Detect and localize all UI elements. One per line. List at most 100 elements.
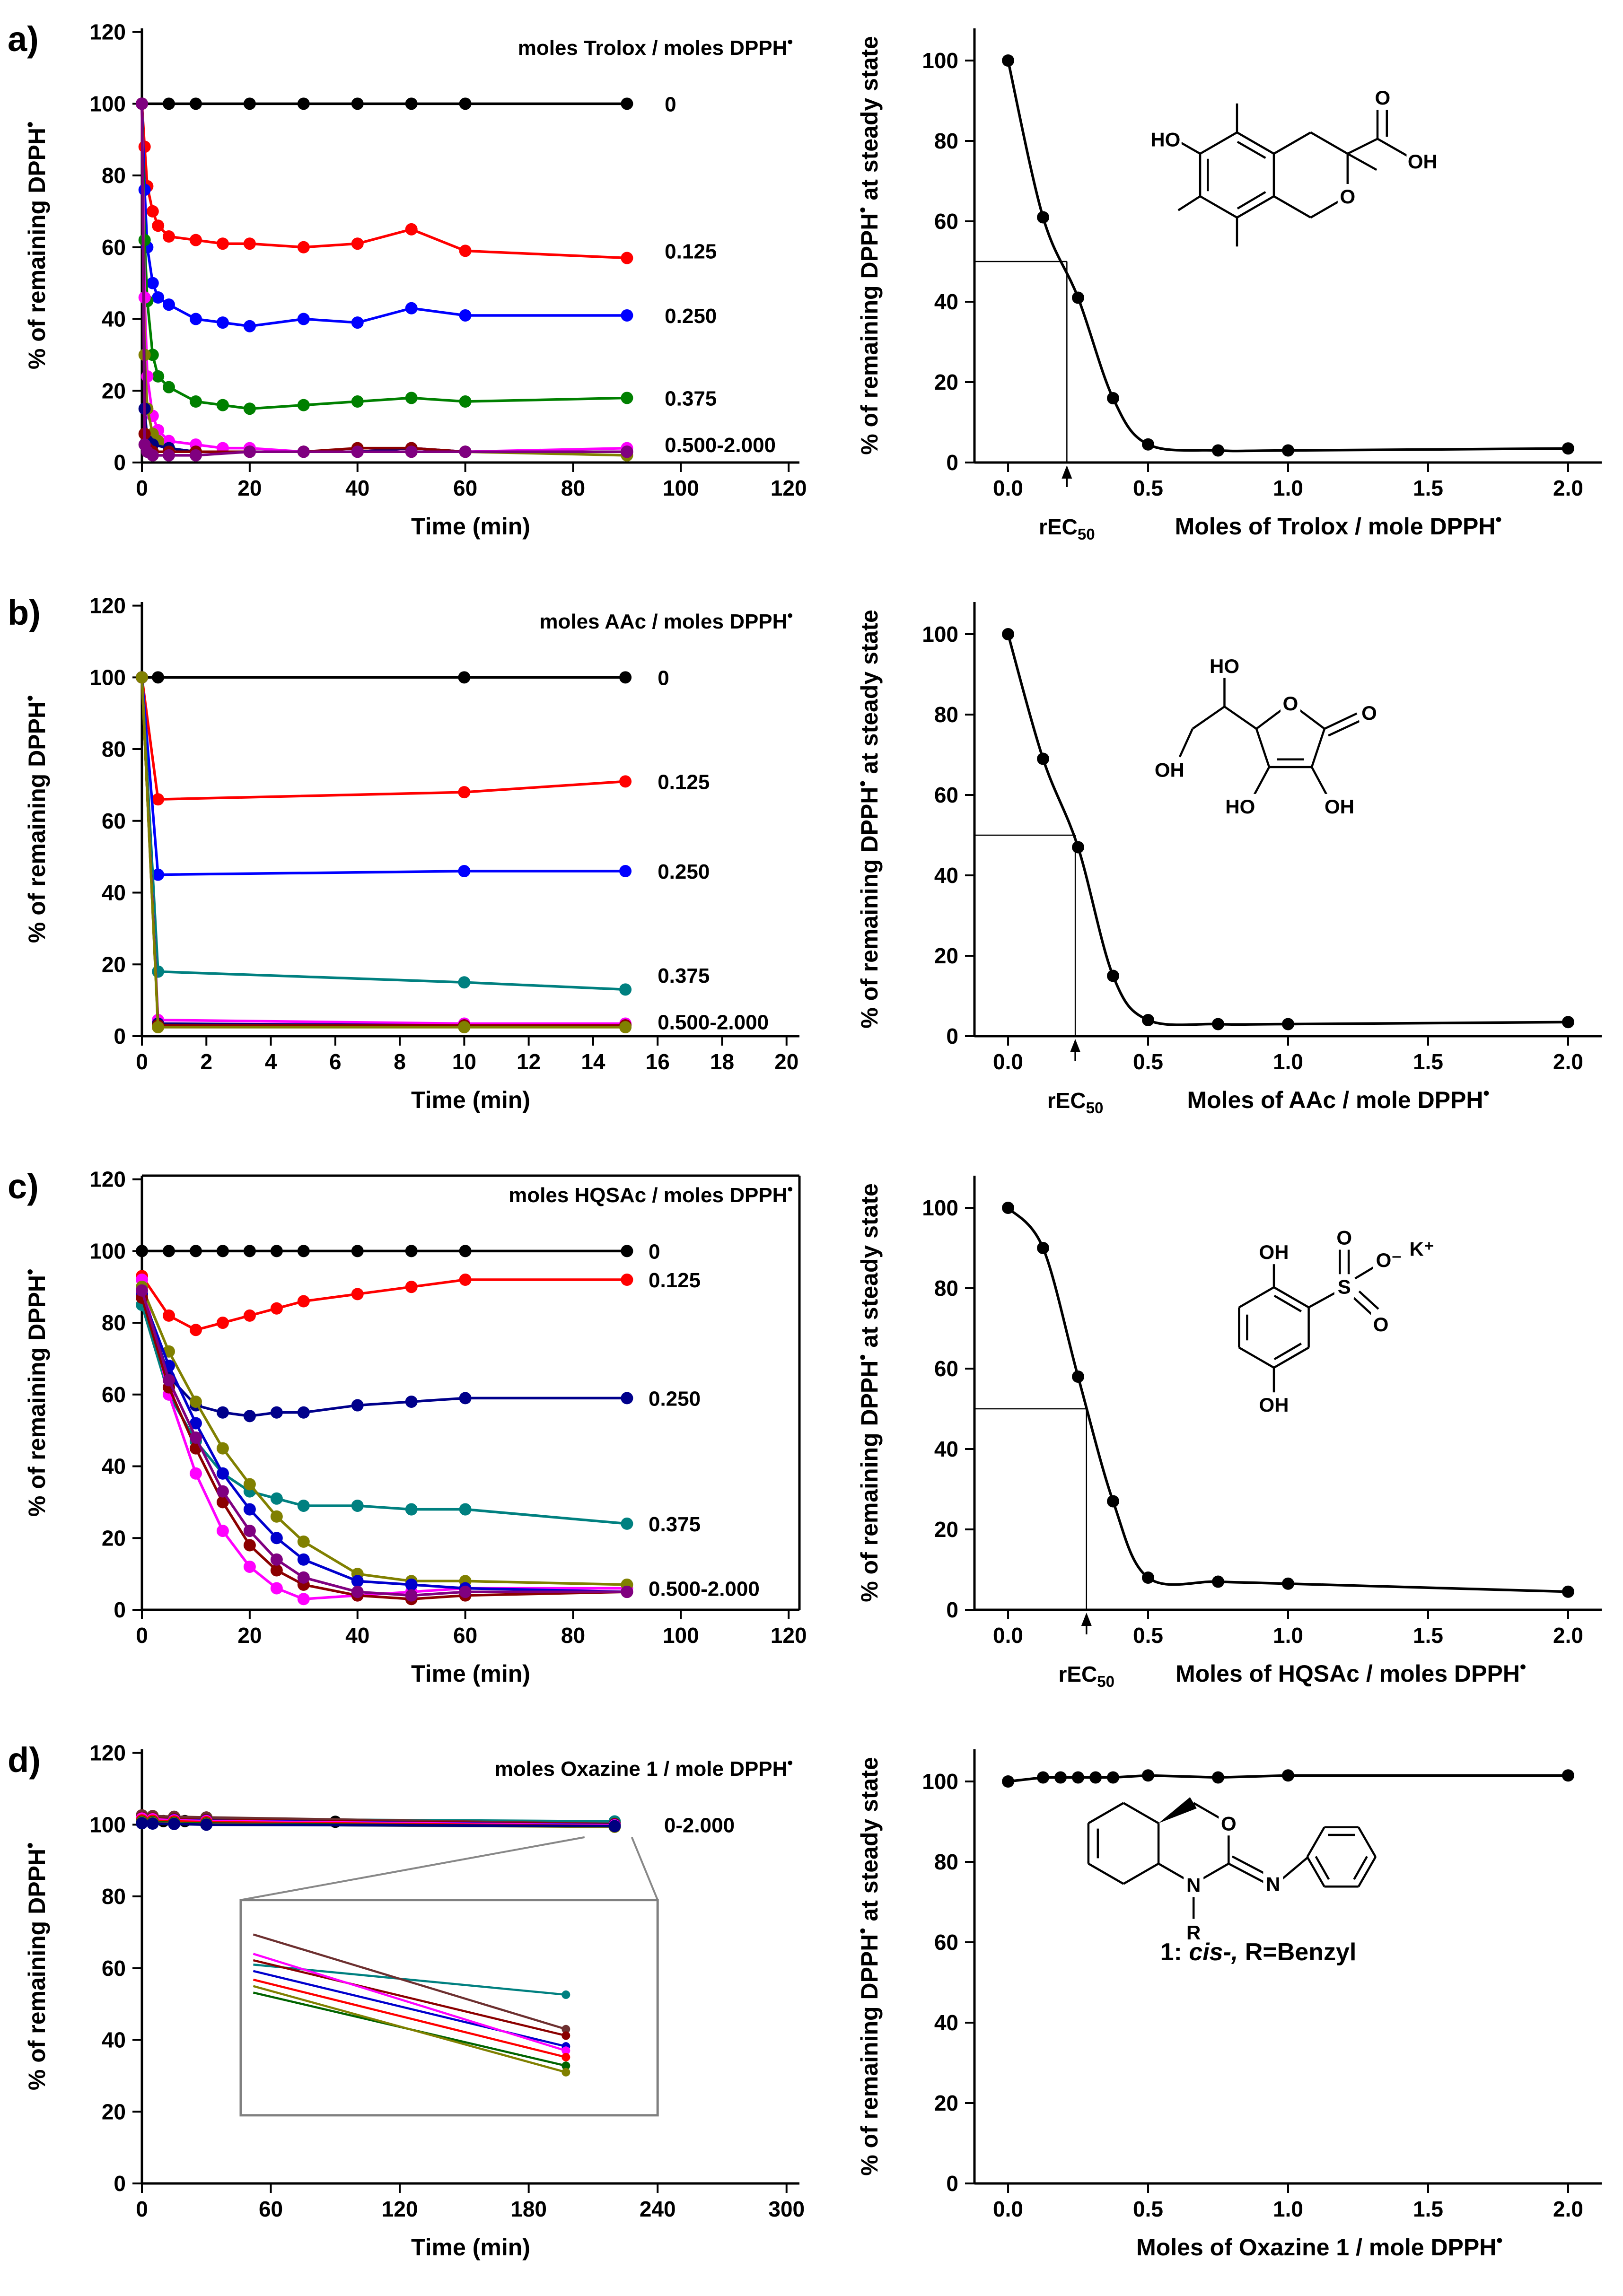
- series-line-0.250: [140, 104, 627, 328]
- bond: [1178, 728, 1194, 758]
- data-point: [270, 1245, 283, 1257]
- aac-dose-response-chart: O O OH HO HO OH rEC50 0.0 0.5 1.0 1.5 2.0 0 20 40 60 80 1…: [852, 602, 1602, 1117]
- data-point: [351, 395, 364, 408]
- bond: [1310, 728, 1326, 768]
- oxazine-kinetics-chart: 0 60 120 180 240 300 0 20 40 60 80 100 120 Time (min)…: [20, 1741, 805, 2261]
- inset-data-point: [561, 2025, 570, 2034]
- x-tick-label: 100: [663, 1623, 699, 1648]
- atom-label: OH: [1325, 795, 1354, 818]
- atom-label: O: [1283, 692, 1298, 715]
- x-tick-label: 240: [640, 2197, 676, 2221]
- series-line-0.125: [140, 104, 627, 260]
- series-label: 0.500-2.000: [665, 434, 776, 457]
- x-tick-label: 0: [136, 1623, 148, 1648]
- data-point: [162, 97, 175, 110]
- y-tick-label: 20: [934, 370, 958, 394]
- data-point: [297, 1245, 310, 1257]
- bond: [1180, 141, 1201, 155]
- data-point: [1212, 1575, 1225, 1588]
- x-tick-label: 0.5: [1133, 476, 1163, 500]
- data-point: [351, 1288, 364, 1301]
- data-point: [243, 445, 256, 458]
- series-line-0.125: [140, 1275, 627, 1332]
- series-label: 0.125: [658, 770, 710, 794]
- wedge-bond: [1158, 1797, 1197, 1824]
- bond: [1199, 131, 1238, 155]
- data-point: [189, 395, 202, 408]
- x-tick-label: 2.0: [1553, 476, 1583, 500]
- atom-label: HO: [1225, 795, 1255, 818]
- atom-bg: [1224, 794, 1256, 819]
- x-tick-label: 40: [345, 476, 369, 500]
- bond: [1347, 138, 1378, 155]
- y-tick-label: 40: [934, 1437, 958, 1461]
- panel-label-c: c): [8, 1167, 39, 1206]
- data-point: [243, 1560, 256, 1573]
- bond: [1357, 1826, 1377, 1858]
- data-point: [621, 1517, 633, 1530]
- x-tick-label: 0.5: [1133, 2197, 1163, 2221]
- y-tick-label: 100: [89, 1812, 126, 1837]
- series-line-0.375: [140, 677, 626, 991]
- atom-label: HO: [1210, 655, 1239, 677]
- y-tick-label: 100: [922, 48, 958, 73]
- atom-label: R: [1186, 1921, 1201, 1944]
- atom-bg: [1281, 691, 1300, 716]
- data-point: [1282, 1769, 1294, 1782]
- x-axis-title: Time (min): [411, 2234, 530, 2261]
- bond: [1273, 195, 1312, 218]
- data-point: [1107, 969, 1120, 982]
- x-axis-title: Time (min): [411, 513, 530, 540]
- y-tick-label: 60: [102, 1382, 126, 1407]
- atom-label: O: [1361, 702, 1377, 724]
- atom-bg: [1334, 1274, 1354, 1299]
- data-point: [243, 1539, 256, 1552]
- x-tick-label: 16: [646, 1049, 670, 1074]
- y-tick-label: 20: [934, 2091, 958, 2115]
- atom-label: N: [1186, 1874, 1201, 1896]
- atom-bg: [1263, 1871, 1283, 1896]
- data-point: [162, 1374, 175, 1387]
- y-tick-label: 80: [102, 1884, 126, 1909]
- y-tick-label: 0: [114, 1024, 126, 1048]
- data-point: [1142, 1769, 1155, 1782]
- bond: [1377, 138, 1408, 157]
- data-point: [459, 1586, 472, 1598]
- data-point: [136, 97, 148, 110]
- series-label: 0.250: [665, 305, 717, 328]
- data-point: [297, 1406, 310, 1419]
- x-tick-label: 1.5: [1413, 2197, 1443, 2221]
- series-line-0.375: [140, 1304, 627, 1525]
- atom-label: K⁺: [1410, 1238, 1435, 1260]
- panel-b-row: b) 0 2 4 6 8 10 12 14 16 18 20 0 20 40 60 80 100 120 Time …: [0, 574, 1623, 1147]
- x-tick-label: 0.5: [1133, 1623, 1163, 1648]
- x-tick-label: 60: [259, 2197, 283, 2221]
- data-point: [270, 1564, 283, 1577]
- rec50-label: rEC50: [1047, 1088, 1104, 1117]
- atom-label: S: [1338, 1275, 1351, 1298]
- y-tick-label: 100: [89, 1239, 126, 1263]
- data-point: [270, 1492, 283, 1505]
- data-point: [405, 97, 418, 110]
- bond: [1315, 1856, 1330, 1880]
- atom-label: OH: [1259, 1241, 1289, 1263]
- y-tick-label: 60: [102, 1956, 126, 1981]
- series-line-0.625: [140, 1286, 627, 1586]
- bond: [1224, 706, 1257, 730]
- bond: [1236, 195, 1275, 218]
- data-point: [351, 1399, 364, 1412]
- y-tick-label: 80: [102, 737, 126, 761]
- y-axis-title: % of remaining DPPH•: [20, 1842, 50, 2090]
- data-point: [459, 1503, 472, 1516]
- y-tick-label: 20: [102, 378, 126, 403]
- series-line-2.000: [140, 1290, 627, 1597]
- data-point: [459, 244, 472, 257]
- data-point: [297, 399, 310, 411]
- y-axis-title: % of remaining DPPH• at steady state: [852, 610, 883, 1029]
- data-point: [459, 97, 472, 110]
- legend-title: moles Oxazine 1 / mole DPPH•: [495, 1754, 793, 1781]
- x-tick-label: 300: [768, 2197, 805, 2221]
- data-point: [189, 313, 202, 325]
- data-point: [458, 1021, 471, 1034]
